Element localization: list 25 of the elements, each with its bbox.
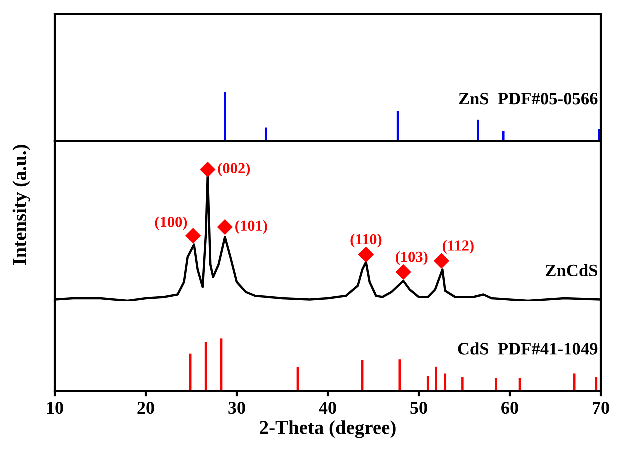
x-tick-label: 30 (228, 402, 246, 414)
x-tick-label: 20 (138, 402, 154, 414)
y-axis-title: Intensity (a.u.) (12, 145, 30, 266)
annotation: ZnCdS (546, 264, 598, 277)
x-tick-label: 70 (593, 402, 610, 414)
annotation: CdS PDF#41-1049 (458, 342, 598, 355)
annotation: (112) (442, 240, 474, 254)
bar (435, 366, 438, 391)
bar (224, 92, 226, 141)
bar (477, 120, 480, 141)
bar (502, 131, 505, 141)
x-tick-label: 50 (410, 402, 428, 414)
x-axis-title: 2-Theta (degree) (260, 420, 396, 438)
annotation: (101) (236, 220, 268, 234)
x-tick-label: 10 (47, 402, 64, 414)
annotation: (002) (218, 162, 250, 177)
annotation: (110) (350, 234, 382, 248)
bar (495, 378, 498, 391)
bar (462, 377, 464, 391)
x-tick-label: 60 (502, 402, 518, 414)
x-tick-label: 40 (319, 402, 336, 414)
annotation: ZnS PDF#05-0566 (459, 92, 598, 105)
annotation: (100) (155, 216, 188, 230)
annotation: (103) (396, 251, 428, 266)
bar (264, 128, 268, 141)
